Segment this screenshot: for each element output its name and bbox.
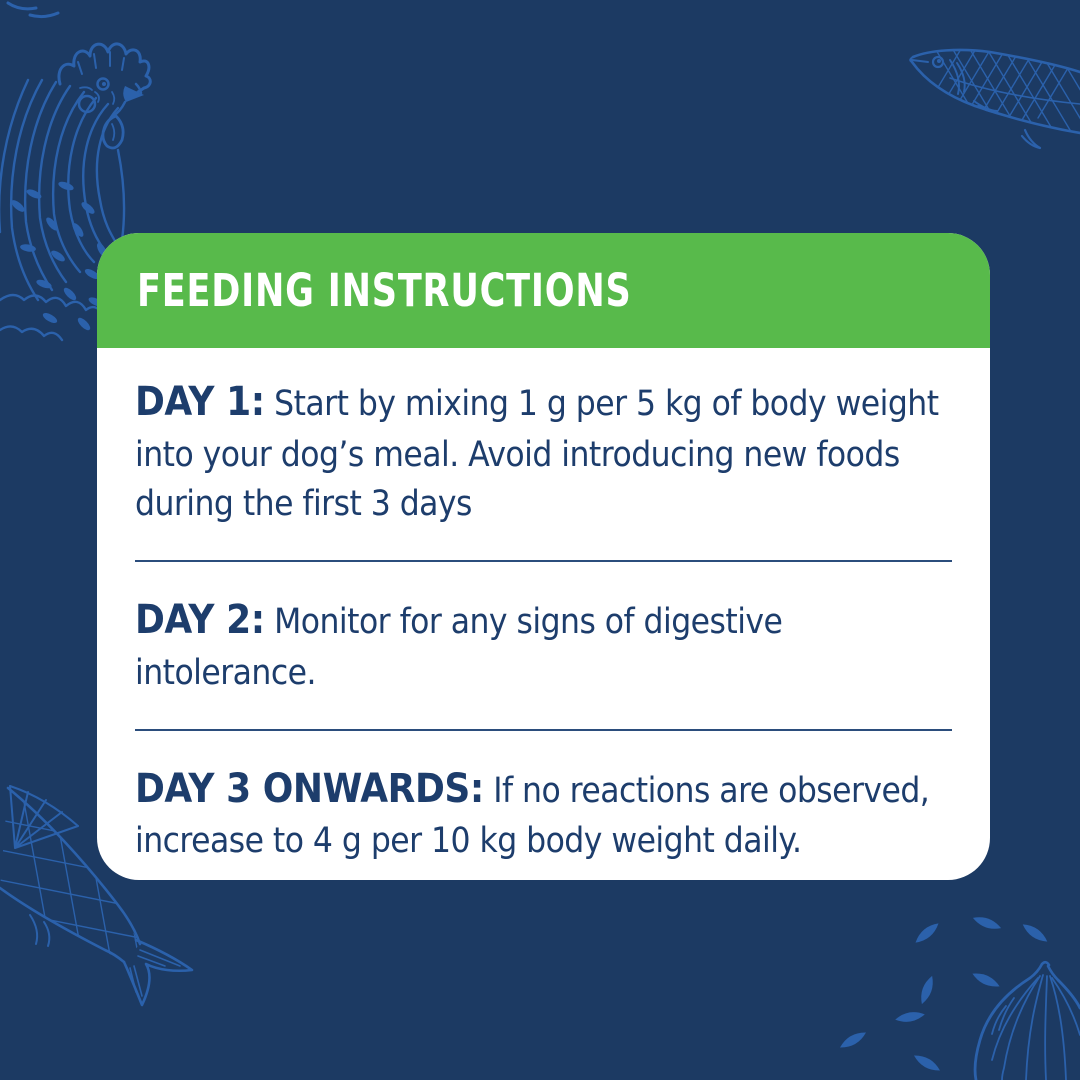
day-1-instructions: Start by mixing 1 g per 5 kg of body wei… bbox=[135, 384, 939, 525]
garlic-icon bbox=[973, 960, 1080, 1080]
seed-icon bbox=[915, 923, 939, 943]
day-3-instructions: If no reactions are observed, increase t… bbox=[135, 770, 930, 862]
divider bbox=[135, 728, 952, 731]
seed-icons bbox=[840, 917, 1048, 1071]
day-2-label: DAY 2: bbox=[135, 597, 265, 644]
day-3-label: DAY 3 ONWARDS: bbox=[135, 765, 484, 812]
feeding-instructions-card: FEEDING INSTRUCTIONS DAY 1: Start by mix… bbox=[97, 233, 990, 880]
seed-icon bbox=[840, 1032, 866, 1048]
day-3-onwards-section: DAY 3 ONWARDS: If no reactions are obser… bbox=[135, 761, 952, 867]
card-header: FEEDING INSTRUCTIONS bbox=[97, 233, 990, 348]
day-2-instructions: Monitor for any signs of digestive intol… bbox=[135, 602, 783, 693]
divider bbox=[135, 560, 952, 563]
seed-icon bbox=[914, 1055, 940, 1071]
day-2-text: DAY 2: Monitor for any signs of digestiv… bbox=[135, 592, 953, 698]
seed-icon bbox=[972, 917, 1002, 929]
fish-icon-top-right bbox=[909, 48, 1080, 150]
day-3-text: DAY 3 ONWARDS: If no reactions are obser… bbox=[135, 761, 953, 867]
seed-icon bbox=[972, 973, 1000, 987]
day-1-text: DAY 1: Start by mixing 1 g per 5 kg of b… bbox=[135, 374, 953, 530]
seed-icon bbox=[921, 975, 933, 1005]
day-2-section: DAY 2: Monitor for any signs of digestiv… bbox=[135, 592, 952, 698]
card-body: DAY 1: Start by mixing 1 g per 5 kg of b… bbox=[97, 348, 990, 867]
seed-icon bbox=[1022, 924, 1048, 942]
seed-icon bbox=[895, 1012, 925, 1022]
day-1-section: DAY 1: Start by mixing 1 g per 5 kg of b… bbox=[135, 374, 952, 530]
day-1-label: DAY 1: bbox=[135, 379, 265, 425]
page-title: FEEDING INSTRUCTIONS bbox=[137, 264, 632, 317]
